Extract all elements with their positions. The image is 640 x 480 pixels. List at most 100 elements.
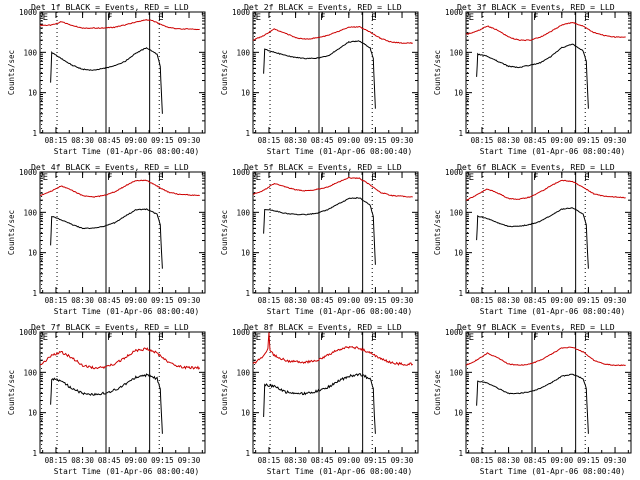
chart-panel: Det 5f BLACK = Events, RED = LLD 1 10 100 10… xyxy=(213,160,426,320)
x-tick-label: 09:00 xyxy=(338,296,361,305)
lld-series-line xyxy=(465,346,626,367)
y-tick-label: 100 xyxy=(449,48,463,57)
x-axis-label: Start Time (01-Apr-06 08:00:40) xyxy=(267,307,413,316)
marker-label: E xyxy=(469,333,474,343)
marker-label: E xyxy=(371,13,376,23)
marker-label: F xyxy=(107,333,112,343)
chart-title: Det 7f BLACK = Events, RED = LLD xyxy=(31,322,189,332)
chart-panel: Det 4f BLACK = Events, RED = LLD 1 10 100 10… xyxy=(0,160,213,320)
x-tick-label: 08:30 xyxy=(497,136,520,145)
x-tick-label: 09:15 xyxy=(577,456,600,465)
y-tick-label: 1000 xyxy=(445,328,464,337)
x-tick-label: 09:00 xyxy=(551,136,574,145)
lld-series-line xyxy=(252,25,413,44)
marker-label: E xyxy=(371,173,376,183)
y-tick-label: 1 xyxy=(245,449,250,458)
x-tick-label: 08:45 xyxy=(524,136,547,145)
y-axis-label: Counts/sec xyxy=(220,50,229,95)
events-series-line xyxy=(263,197,376,265)
x-tick-label: 08:15 xyxy=(258,456,281,465)
x-tick-label: 09:30 xyxy=(178,296,201,305)
y-tick-label: 100 xyxy=(449,368,463,377)
plot-frame xyxy=(465,11,632,134)
marker-label: F xyxy=(320,13,325,23)
y-tick-label: 1000 xyxy=(232,8,251,17)
y-tick-label: 1000 xyxy=(19,328,38,337)
marker-label: E xyxy=(371,333,376,343)
plot-frame xyxy=(39,171,206,294)
x-tick-label: 09:15 xyxy=(151,136,174,145)
x-tick-label: 09:15 xyxy=(364,136,387,145)
y-axis-label: Counts/sec xyxy=(7,370,16,415)
x-axis-label: Start Time (01-Apr-06 08:00:40) xyxy=(480,467,626,476)
y-tick-label: 10 xyxy=(241,409,251,418)
chart-svg: Det 7f BLACK = Events, RED = LLD 1 10 100 10… xyxy=(7,322,206,476)
x-axis-label: Start Time (01-Apr-06 08:00:40) xyxy=(480,307,626,316)
x-tick-label: 09:15 xyxy=(577,296,600,305)
y-tick-label: 1 xyxy=(32,289,37,298)
y-tick-label: 1 xyxy=(245,289,250,298)
y-tick-label: 10 xyxy=(28,249,38,258)
x-tick-label: 09:00 xyxy=(125,136,148,145)
lld-series-line xyxy=(466,179,626,201)
chart-panel: Det 7f BLACK = Events, RED = LLD 1 10 100 10… xyxy=(0,320,213,480)
events-series-line xyxy=(263,373,376,434)
x-tick-label: 08:15 xyxy=(45,136,68,145)
events-series-line xyxy=(263,40,376,109)
x-tick-label: 08:45 xyxy=(311,136,334,145)
chart-title: Det 9f BLACK = Events, RED = LLD xyxy=(457,322,615,332)
events-series-line xyxy=(50,208,163,269)
x-tick-label: 08:45 xyxy=(98,296,121,305)
events-series-line xyxy=(476,373,589,434)
chart-panel: Det 2f BLACK = Events, RED = LLD 1 10 100 10… xyxy=(213,0,426,160)
x-tick-label: 09:30 xyxy=(604,296,627,305)
y-tick-label: 1000 xyxy=(445,8,464,17)
y-tick-label: 1 xyxy=(32,449,37,458)
marker-label: E xyxy=(584,333,589,343)
y-axis-label: Counts/sec xyxy=(433,210,442,255)
y-tick-label: 1000 xyxy=(19,168,38,177)
marker-label: E xyxy=(158,333,163,343)
x-axis-label: Start Time (01-Apr-06 08:00:40) xyxy=(54,147,200,156)
events-series-line xyxy=(476,207,589,269)
marker-label: E xyxy=(43,173,48,183)
chart-svg: Det 1f BLACK = Events, RED = LLD 1 10 100 10… xyxy=(7,2,206,156)
chart-title: Det 2f BLACK = Events, RED = LLD xyxy=(244,2,402,12)
x-tick-label: 08:15 xyxy=(471,296,494,305)
marker-label: E xyxy=(256,333,261,343)
marker-label: E xyxy=(43,333,48,343)
chart-title: Det 3f BLACK = Events, RED = LLD xyxy=(457,2,615,12)
marker-label: E xyxy=(584,13,589,23)
x-tick-label: 09:30 xyxy=(604,456,627,465)
x-tick-label: 08:45 xyxy=(524,296,547,305)
x-tick-label: 08:30 xyxy=(284,456,307,465)
x-axis-label: Start Time (01-Apr-06 08:00:40) xyxy=(54,467,200,476)
x-tick-label: 08:45 xyxy=(98,136,121,145)
plot-frame xyxy=(39,11,206,134)
lld-series-line xyxy=(39,19,200,31)
chart-svg: Det 8f BLACK = Events, RED = LLD 1 10 100 10… xyxy=(220,322,419,476)
x-tick-label: 09:00 xyxy=(125,296,148,305)
x-tick-label: 08:15 xyxy=(471,456,494,465)
y-tick-label: 1 xyxy=(32,129,37,138)
x-tick-label: 09:30 xyxy=(391,456,414,465)
x-axis-label: Start Time (01-Apr-06 08:00:40) xyxy=(480,147,626,156)
chart-svg: Det 2f BLACK = Events, RED = LLD 1 10 100 10… xyxy=(220,2,419,156)
marker-label: E xyxy=(256,173,261,183)
x-tick-label: 08:30 xyxy=(284,136,307,145)
x-tick-label: 09:15 xyxy=(364,296,387,305)
chart-title: Det 6f BLACK = Events, RED = LLD xyxy=(457,162,615,172)
chart-title: Det 4f BLACK = Events, RED = LLD xyxy=(31,162,189,172)
x-tick-label: 08:45 xyxy=(311,296,334,305)
lld-series-line xyxy=(252,176,413,198)
marker-label: F xyxy=(533,173,538,183)
chart-panel: Det 6f BLACK = Events, RED = LLD 1 10 100 10… xyxy=(426,160,639,320)
x-tick-label: 08:15 xyxy=(45,456,68,465)
x-tick-label: 09:30 xyxy=(391,296,414,305)
chart-title: Det 5f BLACK = Events, RED = LLD xyxy=(244,162,402,172)
marker-label: E xyxy=(584,173,589,183)
x-tick-label: 08:45 xyxy=(98,456,121,465)
x-tick-label: 08:15 xyxy=(471,136,494,145)
marker-label: F xyxy=(320,333,325,343)
y-axis-label: Counts/sec xyxy=(433,370,442,415)
